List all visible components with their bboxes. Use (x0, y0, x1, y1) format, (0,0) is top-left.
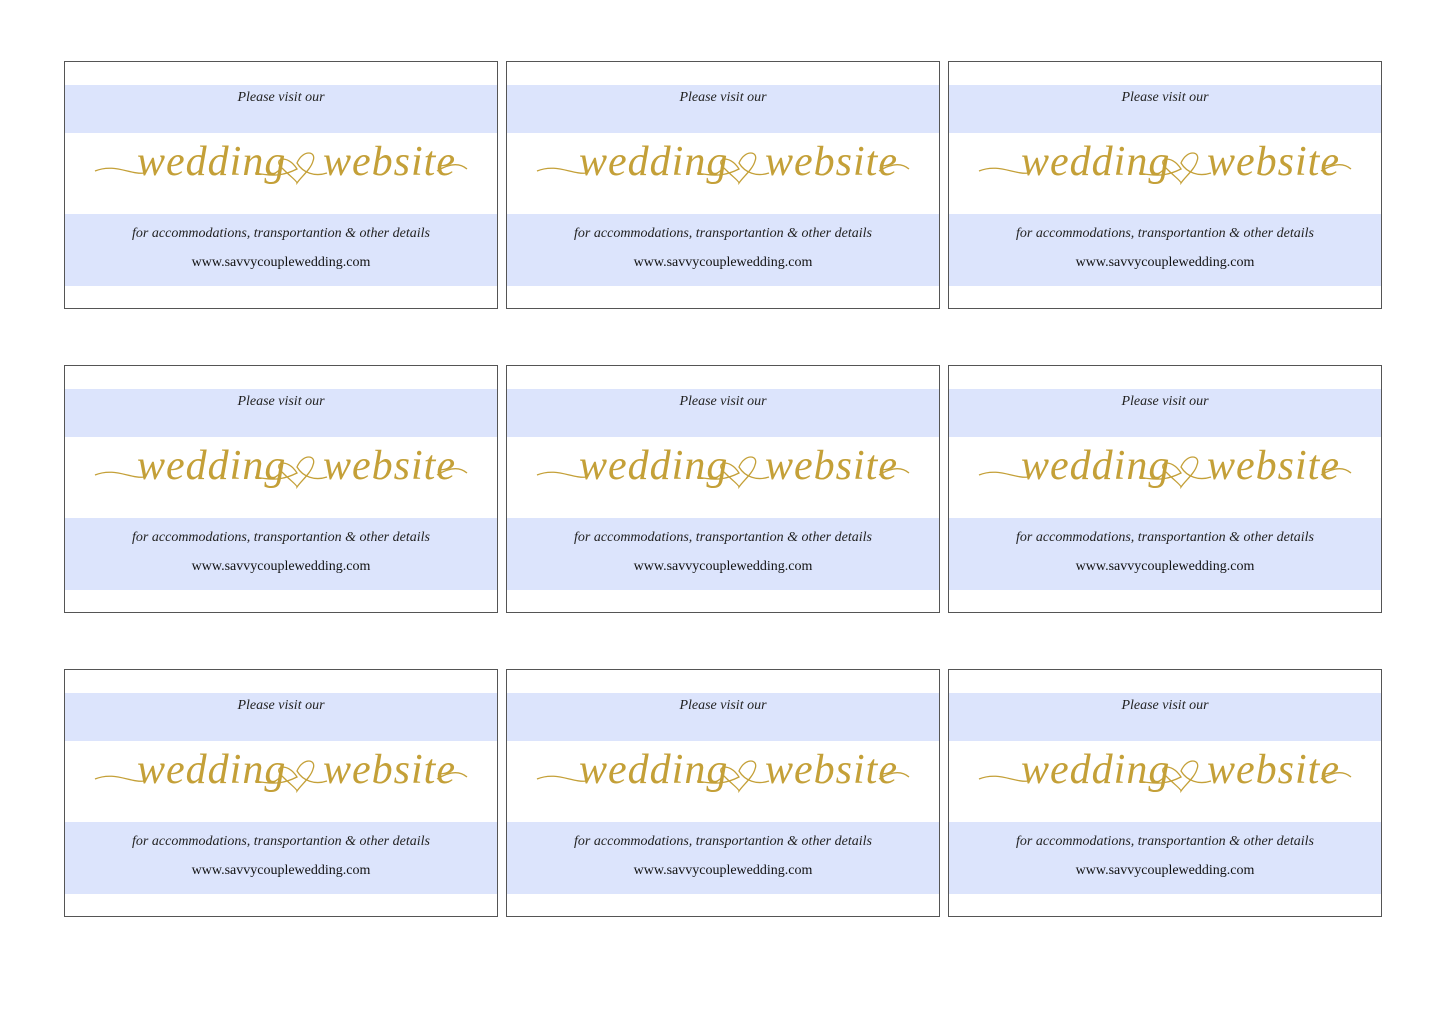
flourish (94, 760, 468, 794)
card: Please visit our wedding website for accomm… (948, 365, 1382, 613)
top-band (949, 693, 1381, 741)
bottom-band (65, 822, 497, 894)
bottom-band (507, 822, 939, 894)
flourish (536, 760, 910, 794)
script-word: wedding (579, 443, 729, 489)
script-word: website (1207, 443, 1340, 489)
flourish (978, 456, 1352, 490)
card: Please visit our wedding website for accomm… (506, 365, 940, 613)
details-text: for accommodations, transportantion & ot… (1016, 530, 1314, 545)
flourish (978, 152, 1352, 186)
intro-text: Please visit our (237, 90, 325, 105)
details-text: for accommodations, transportantion & ot… (1016, 834, 1314, 849)
script-word: wedding (137, 139, 287, 185)
intro-text: Please visit our (237, 698, 325, 713)
top-band (507, 389, 939, 437)
script-word: wedding (1021, 139, 1171, 185)
details-text: for accommodations, transportantion & ot… (574, 834, 872, 849)
details-text: for accommodations, transportantion & ot… (132, 226, 430, 241)
website-url: www.savvycouplewedding.com (633, 255, 813, 270)
script-word: website (323, 747, 456, 793)
card: Please visit our wedding website for accomm… (64, 61, 498, 309)
top-band (507, 85, 939, 133)
top-band (507, 693, 939, 741)
script-word: website (765, 139, 898, 185)
script-word: website (1207, 747, 1340, 793)
details-text: for accommodations, transportantion & ot… (132, 834, 430, 849)
script-word: wedding (137, 443, 287, 489)
script-word: website (1207, 139, 1340, 185)
card: Please visit our wedding website for accomm… (64, 365, 498, 613)
heart-flourish (94, 456, 468, 490)
script-word: website (323, 139, 456, 185)
heart-flourish (536, 456, 910, 490)
top-band (949, 389, 1381, 437)
intro-text: Please visit our (1121, 90, 1209, 105)
website-url: www.savvycouplewedding.com (633, 863, 813, 878)
card: Please visit our wedding website for accomm… (506, 61, 940, 309)
flourish (978, 760, 1352, 794)
intro-text: Please visit our (679, 394, 767, 409)
details-text: for accommodations, transportantion & ot… (1016, 226, 1314, 241)
bottom-band (507, 518, 939, 590)
bottom-band (507, 214, 939, 286)
website-url: www.savvycouplewedding.com (191, 559, 371, 574)
bottom-band (65, 214, 497, 286)
heart-flourish (978, 760, 1352, 794)
bottom-band (949, 518, 1381, 590)
top-band (949, 85, 1381, 133)
website-url: www.savvycouplewedding.com (1075, 863, 1255, 878)
website-url: www.savvycouplewedding.com (191, 863, 371, 878)
top-band (65, 85, 497, 133)
intro-text: Please visit our (679, 90, 767, 105)
flourish (536, 456, 910, 490)
website-url: www.savvycouplewedding.com (1075, 255, 1255, 270)
heart-flourish (978, 456, 1352, 490)
heart-flourish (94, 760, 468, 794)
heart-flourish (94, 152, 468, 186)
intro-text: Please visit our (1121, 698, 1209, 713)
top-band (65, 389, 497, 437)
card: Please visit our wedding website for accomm… (64, 669, 498, 917)
top-band (65, 693, 497, 741)
details-text: for accommodations, transportantion & ot… (132, 530, 430, 545)
heart-flourish (536, 760, 910, 794)
flourish (536, 152, 910, 186)
bottom-band (949, 822, 1381, 894)
intro-text: Please visit our (1121, 394, 1209, 409)
heart-flourish (536, 152, 910, 186)
script-word: wedding (1021, 747, 1171, 793)
website-url: www.savvycouplewedding.com (1075, 559, 1255, 574)
script-word: wedding (579, 139, 729, 185)
card: Please visit our wedding website for accomm… (506, 669, 940, 917)
website-url: www.savvycouplewedding.com (633, 559, 813, 574)
intro-text: Please visit our (237, 394, 325, 409)
card: Please visit our wedding website for accomm… (948, 61, 1382, 309)
script-word: website (765, 747, 898, 793)
heart-flourish (978, 152, 1352, 186)
bottom-band (65, 518, 497, 590)
flourish (94, 152, 468, 186)
bottom-band (949, 214, 1381, 286)
script-word: wedding (579, 747, 729, 793)
script-word: wedding (137, 747, 287, 793)
intro-text: Please visit our (679, 698, 767, 713)
script-word: website (765, 443, 898, 489)
website-url: www.savvycouplewedding.com (191, 255, 371, 270)
flourish (94, 456, 468, 490)
script-word: website (323, 443, 456, 489)
details-text: for accommodations, transportantion & ot… (574, 530, 872, 545)
card: Please visit our wedding website for accomm… (948, 669, 1382, 917)
script-word: wedding (1021, 443, 1171, 489)
details-text: for accommodations, transportantion & ot… (574, 226, 872, 241)
